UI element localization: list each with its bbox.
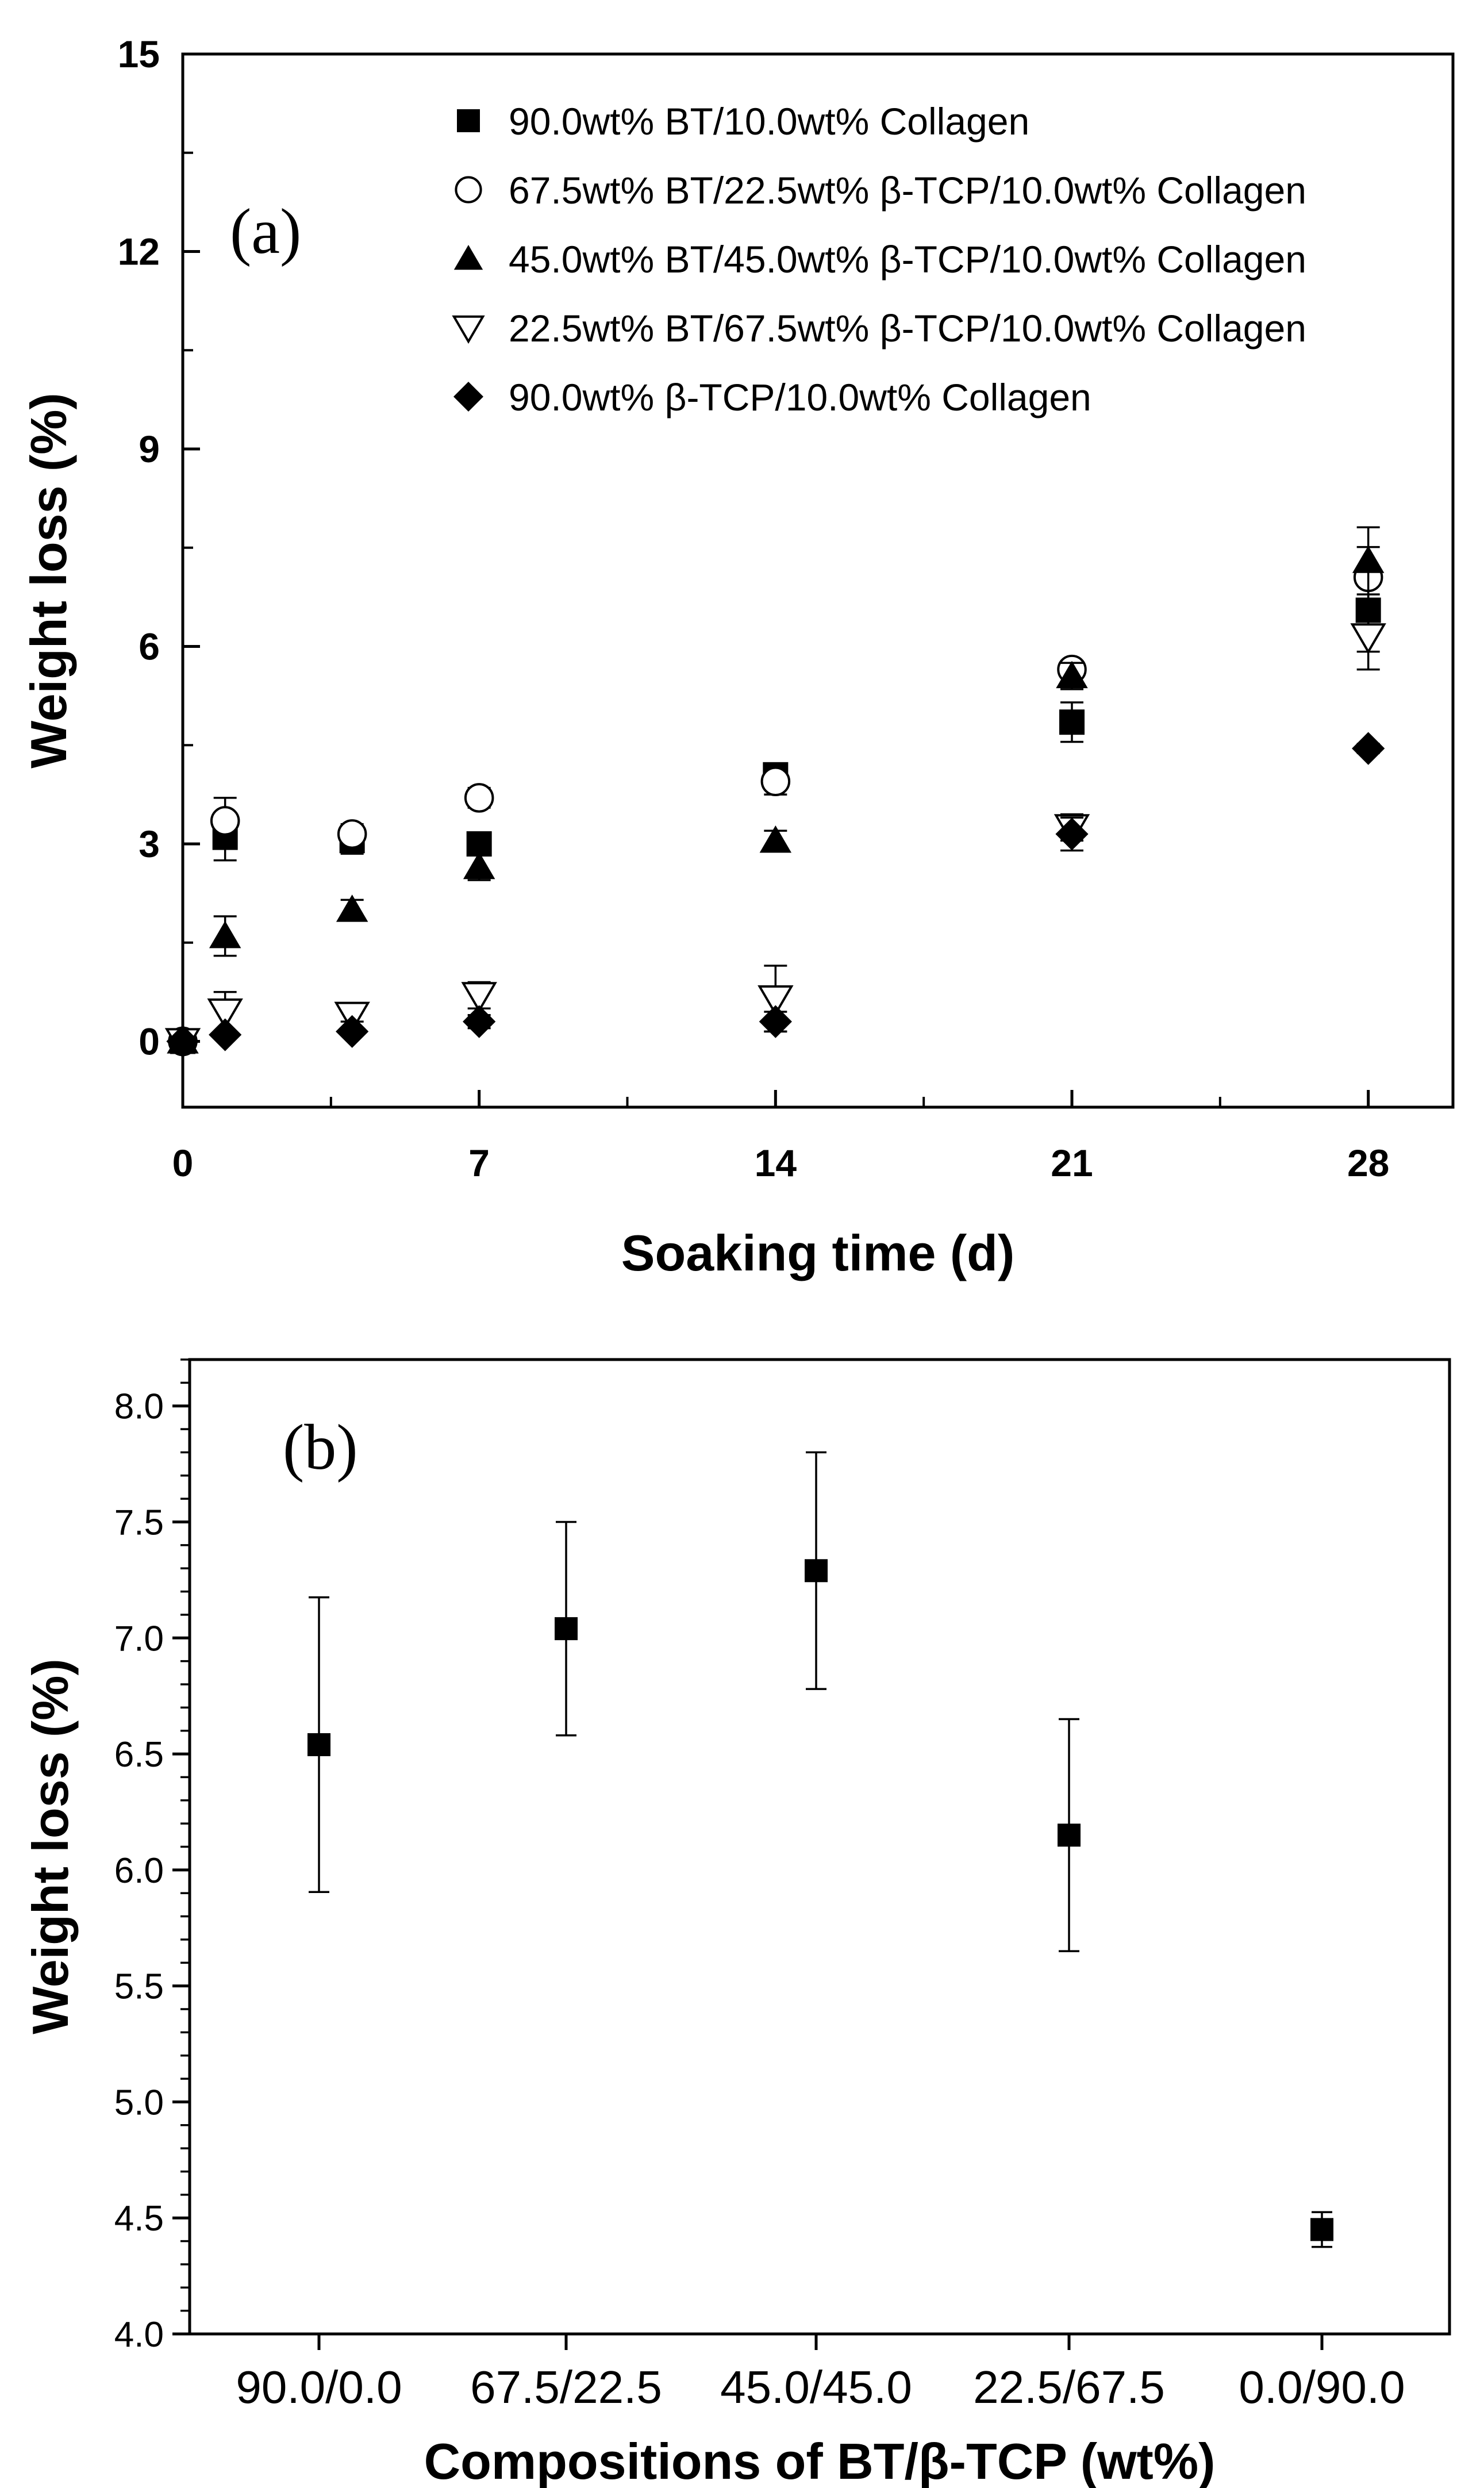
panel-b: 90.0/0.0 67.5/22.5 45.0/45.0 22.5/67.5 0.0/9… bbox=[22, 1358, 1451, 2488]
data-point bbox=[760, 766, 791, 796]
data-point bbox=[337, 819, 367, 849]
legend-label: 90.0wt% β-TCP/10.0wt% Collagen bbox=[509, 376, 1091, 418]
data-point bbox=[209, 1018, 242, 1051]
data-point bbox=[555, 1617, 578, 1641]
data-point bbox=[758, 985, 794, 1016]
panel-a-series-layer bbox=[164, 526, 1386, 1059]
data-point bbox=[1352, 546, 1385, 573]
x-category-label: 67.5/22.5 bbox=[470, 2362, 662, 2413]
y-tick-label: 5.0 bbox=[114, 2083, 164, 2122]
data-point bbox=[336, 1015, 369, 1048]
y-tick-label: 6.5 bbox=[114, 1735, 164, 1775]
y-tick-label: 6.0 bbox=[114, 1851, 164, 1891]
composition-point bbox=[307, 1596, 330, 1893]
y-tick-label: 4.5 bbox=[114, 2199, 164, 2239]
panel-a-x-ticks: 0 7 14 21 28 bbox=[172, 1090, 1389, 1184]
data-point bbox=[1310, 2218, 1333, 2241]
panel-a-x-axis-label: Soaking time (d) bbox=[621, 1224, 1015, 1281]
data-point bbox=[461, 982, 497, 1013]
data-point bbox=[1055, 817, 1089, 851]
y-tick-label: 3 bbox=[139, 823, 160, 865]
legend-item: 90.0wt% BT/10.0wt% Collagen bbox=[457, 100, 1029, 143]
y-tick-label: 4.0 bbox=[114, 2315, 164, 2355]
y-tick-label: 7.5 bbox=[114, 1503, 164, 1543]
legend-item: 67.5wt% BT/22.5wt% β-TCP/10.0wt% Collage… bbox=[455, 169, 1306, 212]
legend-marker bbox=[453, 245, 483, 270]
y-tick-label: 0 bbox=[139, 1020, 160, 1063]
legend-label: 45.0wt% BT/45.0wt% β-TCP/10.0wt% Collage… bbox=[509, 238, 1306, 281]
data-point bbox=[463, 851, 495, 880]
composition-point bbox=[805, 1451, 828, 1690]
y-tick-label: 5.5 bbox=[114, 1967, 164, 2007]
panel-a-legend: 90.0wt% BT/10.0wt% Collagen 67.5wt% BT/22… bbox=[452, 100, 1306, 418]
panel-b-y-axis-label: Weight loss (%) bbox=[22, 1658, 79, 2034]
y-tick-label: 9 bbox=[139, 428, 160, 470]
legend-marker bbox=[457, 109, 480, 132]
legend-label: 22.5wt% BT/67.5wt% β-TCP/10.0wt% Collage… bbox=[509, 307, 1306, 350]
data-point bbox=[207, 998, 243, 1030]
legend-item: 90.0wt% β-TCP/10.0wt% Collagen bbox=[453, 376, 1091, 418]
y-tick-label: 15 bbox=[118, 33, 160, 75]
legend-marker bbox=[453, 382, 483, 412]
x-tick-label: 7 bbox=[468, 1142, 490, 1184]
x-tick-label: 14 bbox=[755, 1142, 797, 1184]
composition-point bbox=[1310, 2211, 1333, 2248]
panel-a: 0 7 14 21 28 0 3 6 9 12 15 (a) Soaking time (d) W… bbox=[20, 33, 1455, 1281]
composition-point bbox=[555, 1521, 578, 1737]
data-point bbox=[805, 1559, 828, 1583]
x-category-label: 22.5/67.5 bbox=[973, 2362, 1165, 2413]
y-tick-label: 6 bbox=[139, 625, 160, 668]
data-point bbox=[336, 894, 368, 922]
data-point bbox=[307, 1733, 330, 1756]
composition-point bbox=[1058, 1718, 1081, 1952]
panel-a-y-axis-label: Weight loss (%) bbox=[20, 393, 77, 769]
data-point bbox=[1058, 1823, 1081, 1847]
legend-marker bbox=[452, 315, 485, 344]
legend-marker bbox=[455, 176, 482, 204]
legend-item: 45.0wt% BT/45.0wt% β-TCP/10.0wt% Collage… bbox=[453, 238, 1306, 281]
data-point bbox=[1056, 661, 1088, 689]
legend-label: 67.5wt% BT/22.5wt% β-TCP/10.0wt% Collage… bbox=[509, 169, 1306, 212]
series-3 bbox=[167, 526, 1385, 1054]
panel-b-x-ticks: 90.0/0.0 67.5/22.5 45.0/45.0 22.5/67.5 0.0/9… bbox=[236, 2334, 1405, 2413]
data-point bbox=[759, 825, 792, 853]
data-point bbox=[463, 1005, 496, 1038]
x-tick-label: 28 bbox=[1347, 1142, 1389, 1184]
data-point bbox=[166, 1024, 199, 1058]
panel-b-x-axis-label: Compositions of BT/β-TCP (wt%) bbox=[424, 2433, 1216, 2488]
x-tick-label: 21 bbox=[1051, 1142, 1093, 1184]
y-tick-label: 7.0 bbox=[114, 1619, 164, 1658]
data-point bbox=[210, 806, 240, 836]
legend-label: 90.0wt% BT/10.0wt% Collagen bbox=[509, 100, 1029, 143]
series-5 bbox=[166, 732, 1385, 1058]
y-tick-label: 12 bbox=[118, 231, 160, 273]
y-tick-label: 8.0 bbox=[114, 1387, 164, 1427]
x-category-label: 90.0/0.0 bbox=[236, 2362, 402, 2413]
x-category-label: 0.0/90.0 bbox=[1239, 2362, 1405, 2413]
data-point bbox=[1352, 732, 1385, 765]
panel-a-plot-frame bbox=[181, 52, 1455, 1109]
legend-item: 22.5wt% BT/67.5wt% β-TCP/10.0wt% Collage… bbox=[452, 307, 1306, 350]
panel-a-label: (a) bbox=[230, 196, 301, 267]
panel-b-points-layer bbox=[307, 1451, 1333, 2248]
panel-b-label: (b) bbox=[283, 1412, 358, 1483]
x-category-label: 45.0/45.0 bbox=[720, 2362, 912, 2413]
x-tick-label: 0 bbox=[172, 1142, 194, 1184]
data-point bbox=[464, 783, 494, 813]
panel-a-y-ticks: 0 3 6 9 12 15 bbox=[118, 33, 200, 1063]
data-point bbox=[759, 1005, 792, 1038]
data-point bbox=[1350, 623, 1386, 654]
data-point bbox=[209, 920, 241, 949]
panel-b-y-ticks: 4.0 4.5 5.0 5.5 6.0 6.5 7.0 7.5 8.0 bbox=[114, 1358, 190, 2355]
data-point bbox=[1059, 709, 1085, 735]
